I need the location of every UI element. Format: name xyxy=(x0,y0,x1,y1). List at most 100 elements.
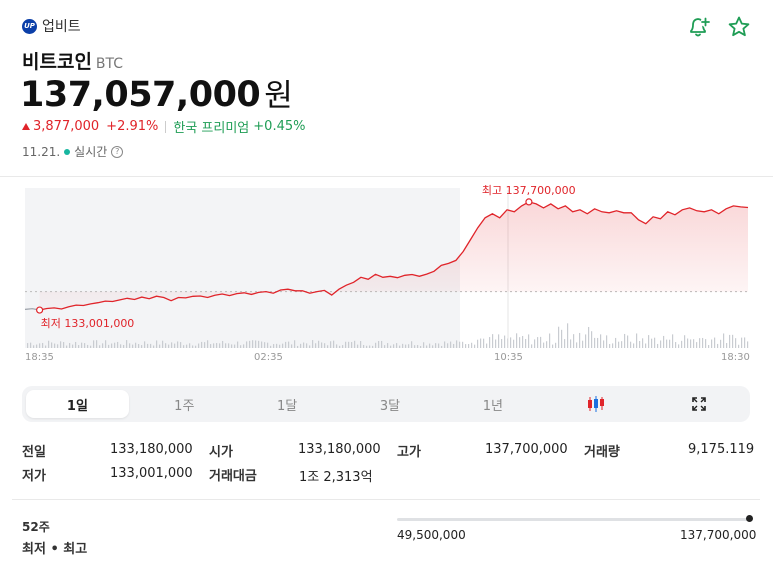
volume-bar xyxy=(237,341,239,348)
volume-bar xyxy=(315,343,317,348)
volume-bar xyxy=(423,342,425,348)
volume-bar xyxy=(525,338,527,348)
time-row: 11.21. 실시간 ? xyxy=(22,143,124,160)
volume-bar xyxy=(468,344,470,348)
volume-bar xyxy=(141,345,143,348)
volume-bar xyxy=(303,342,305,348)
volume-bar xyxy=(339,345,341,348)
volume-bar xyxy=(621,341,623,348)
volume-bar xyxy=(405,344,407,348)
volume-bar xyxy=(585,334,587,348)
volume-bar xyxy=(54,343,56,348)
volume-bar xyxy=(174,343,176,348)
volume-bar xyxy=(117,341,119,348)
volume-bar xyxy=(372,345,374,348)
volume-bar xyxy=(729,334,731,348)
date-label: 11.21. xyxy=(22,144,61,159)
up-area-fill xyxy=(39,201,749,310)
volume-bar xyxy=(180,342,182,348)
volume-bar xyxy=(441,345,443,348)
volume-bar xyxy=(573,334,575,348)
open-value: 133,180,000 xyxy=(298,442,381,457)
volume-bar xyxy=(699,338,701,348)
volume-bar xyxy=(348,341,350,348)
volume-bar xyxy=(690,339,692,348)
volume-bar xyxy=(594,337,596,348)
volume-bar xyxy=(426,345,428,348)
high-label: 최고 137,700,000 xyxy=(482,184,576,197)
volume-bar xyxy=(135,342,137,348)
volume-bar xyxy=(234,344,236,348)
volume-bar xyxy=(258,340,260,348)
low-label-stat: 저가 xyxy=(22,469,46,484)
help-icon[interactable]: ? xyxy=(111,145,124,158)
volume-bar xyxy=(540,336,542,348)
volume-bar xyxy=(516,333,518,348)
volume-bar xyxy=(192,345,194,348)
volume-bar xyxy=(471,342,473,348)
coin-title: 비트코인 BTC xyxy=(22,47,123,74)
volume-bar xyxy=(489,337,491,348)
exchange-name[interactable]: 업비트 xyxy=(42,19,81,35)
volume-bar xyxy=(360,341,362,348)
trade-value: 1조 2,313억 xyxy=(299,470,373,485)
volume-bar xyxy=(210,344,212,348)
volume-bar xyxy=(612,343,614,348)
volume-bar xyxy=(504,335,506,348)
volume-bar xyxy=(102,343,104,348)
volume-bar xyxy=(165,343,167,348)
star-icon[interactable] xyxy=(726,14,752,40)
bell-plus-icon[interactable] xyxy=(686,14,712,40)
tab-1week[interactable]: 1주 xyxy=(174,398,195,414)
volume-bar xyxy=(111,343,113,348)
volume-bar xyxy=(564,339,566,348)
volume-bar xyxy=(279,344,281,348)
volume-bar xyxy=(720,339,722,348)
volume-bar xyxy=(195,345,197,348)
tab-expand[interactable] xyxy=(647,390,750,418)
low-label: 최저 133,001,000 xyxy=(41,317,135,330)
volume-bar xyxy=(414,345,416,348)
expand-icon xyxy=(691,397,706,411)
volume-bar xyxy=(522,335,524,348)
volume-bar xyxy=(408,344,410,348)
volume-bar xyxy=(387,343,389,348)
volume-bar xyxy=(273,344,275,348)
tab-1day[interactable]: 1일 xyxy=(26,390,129,418)
volume-bar xyxy=(120,344,122,348)
volume-bar xyxy=(114,342,116,348)
volume-bar xyxy=(666,339,668,348)
volume-bar xyxy=(645,343,647,348)
volume-bar xyxy=(723,333,725,348)
volume-bar xyxy=(243,344,245,348)
week52-range-bar xyxy=(397,518,750,521)
volume-bar xyxy=(336,344,338,348)
volume-bar xyxy=(747,341,749,348)
volume-bar xyxy=(138,344,140,348)
volume-bar xyxy=(597,337,599,348)
volume-bar xyxy=(75,341,77,348)
volume-bar xyxy=(312,340,314,348)
price-unit: 원 xyxy=(264,78,293,114)
tab-1month[interactable]: 1달 xyxy=(277,398,298,414)
price-chart[interactable]: 최고 137,700,000 최저 133,001,000 18:35 02:3… xyxy=(0,180,773,370)
x-tick-2: 10:35 xyxy=(494,352,523,363)
volume-bar xyxy=(480,338,482,348)
premium-label[interactable]: 한국 프리미엄 xyxy=(173,121,250,136)
volume-bar xyxy=(732,334,734,348)
volume-bar xyxy=(669,339,671,348)
week52-current-dot xyxy=(746,515,753,522)
volume-bar xyxy=(33,345,35,348)
volume-bar xyxy=(735,338,737,348)
volume-bar xyxy=(651,338,653,348)
volume-bar xyxy=(297,345,299,348)
volume-bar xyxy=(384,345,386,348)
tab-3month[interactable]: 3달 xyxy=(379,398,401,414)
tab-candlestick[interactable] xyxy=(544,390,647,418)
volume-bar xyxy=(366,345,368,348)
tab-1year[interactable]: 1년 xyxy=(482,398,503,414)
volume-bar xyxy=(129,343,131,348)
volume-bar xyxy=(123,344,125,348)
volume-bar xyxy=(93,340,95,348)
volume-bar xyxy=(411,341,413,348)
